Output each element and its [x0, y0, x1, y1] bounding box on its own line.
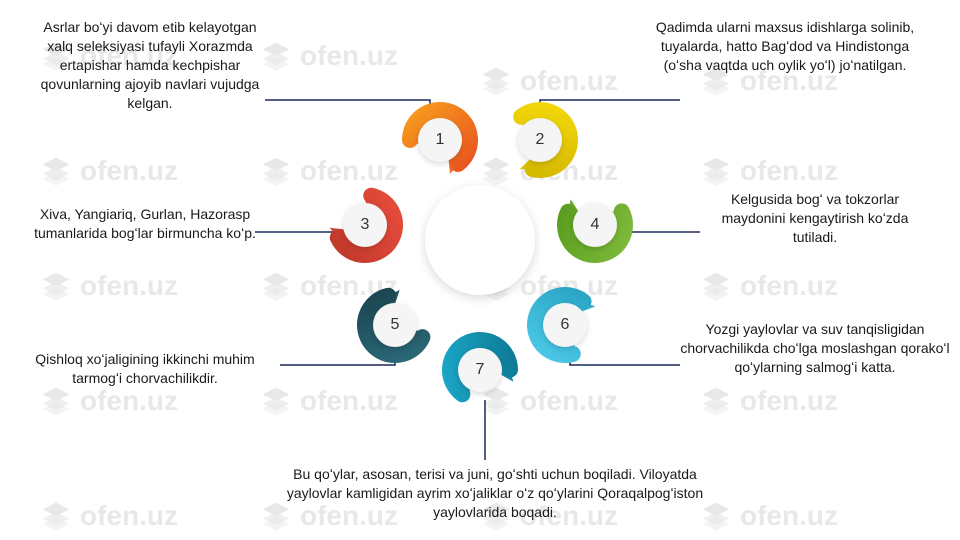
node-3: 3	[343, 203, 387, 247]
text-4: Kelgusida bogʻ va tokzorlar maydonini ke…	[700, 190, 930, 247]
text-2: Qadimda ularni maxsus idishlarga solinib…	[640, 18, 930, 75]
node-7: 7	[458, 348, 502, 392]
text-7: Bu qoʻylar, asosan, terisi va juni, goʻs…	[270, 465, 720, 522]
center-circle	[425, 185, 535, 295]
text-6: Yozgi yaylovlar va suv tanqisligidan cho…	[680, 320, 950, 377]
node-4: 4	[573, 203, 617, 247]
text-3: Xiva, Yangiariq, Gurlan, Hazorasp tumanl…	[30, 205, 260, 243]
node-5: 5	[373, 303, 417, 347]
text-1: Asrlar boʻyi davom etib kelayotgan xalq …	[30, 18, 270, 112]
node-6: 6	[543, 303, 587, 347]
text-5: Qishloq xoʻjaligining ikkinchi muhim tar…	[10, 350, 280, 388]
node-2: 2	[518, 118, 562, 162]
node-1: 1	[418, 118, 462, 162]
